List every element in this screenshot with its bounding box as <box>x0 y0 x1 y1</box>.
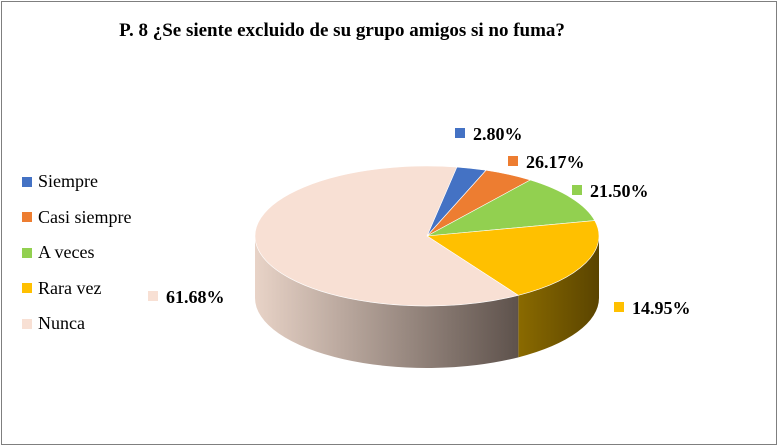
legend-item: Rara vez <box>22 271 131 307</box>
chart-legend: Siempre Casi siempre A veces Rara vez Nu… <box>22 164 131 342</box>
pie-slice-nunca <box>254 165 520 307</box>
data-label-swatch <box>148 291 158 301</box>
legend-swatch <box>22 318 32 329</box>
pie-sides <box>255 236 599 368</box>
chart-title: P. 8 ¿Se siente excluido de su grupo ami… <box>119 20 565 41</box>
legend-swatch <box>22 212 32 223</box>
data-label-swatch <box>572 185 582 195</box>
legend-label: A veces <box>38 242 95 263</box>
data-label-swatch <box>508 156 518 166</box>
legend-item: Siempre <box>22 164 131 200</box>
legend-label: Rara vez <box>38 277 102 298</box>
pie-tops <box>254 165 600 307</box>
pie-slice-rara-vez <box>426 220 600 296</box>
data-label: 2.80% <box>473 124 523 144</box>
pie-slice-a-veces <box>426 179 596 237</box>
data-label: 21.50% <box>590 181 649 201</box>
legend-label: Nunca <box>38 313 85 334</box>
data-label: 26.17% <box>526 152 585 172</box>
legend-swatch <box>22 247 32 258</box>
data-label: 61.68% <box>166 287 225 307</box>
data-label: 14.95% <box>632 298 691 318</box>
data-label-swatch <box>614 302 624 312</box>
legend-swatch <box>22 176 32 187</box>
pie-side-nunca <box>255 236 519 368</box>
legend-label: Casi siempre <box>38 206 132 227</box>
legend-item: Casi siempre <box>22 200 131 236</box>
legend-swatch <box>22 283 32 294</box>
data-labels: 2.80%26.17%21.50% 14.95% 61.68% <box>148 124 691 318</box>
pie-side-rara-vez <box>518 236 599 358</box>
legend-label: Siempre <box>38 171 98 192</box>
legend-item: Nunca <box>22 306 131 342</box>
data-label-swatch <box>455 128 465 138</box>
legend-item: A veces <box>22 235 131 271</box>
